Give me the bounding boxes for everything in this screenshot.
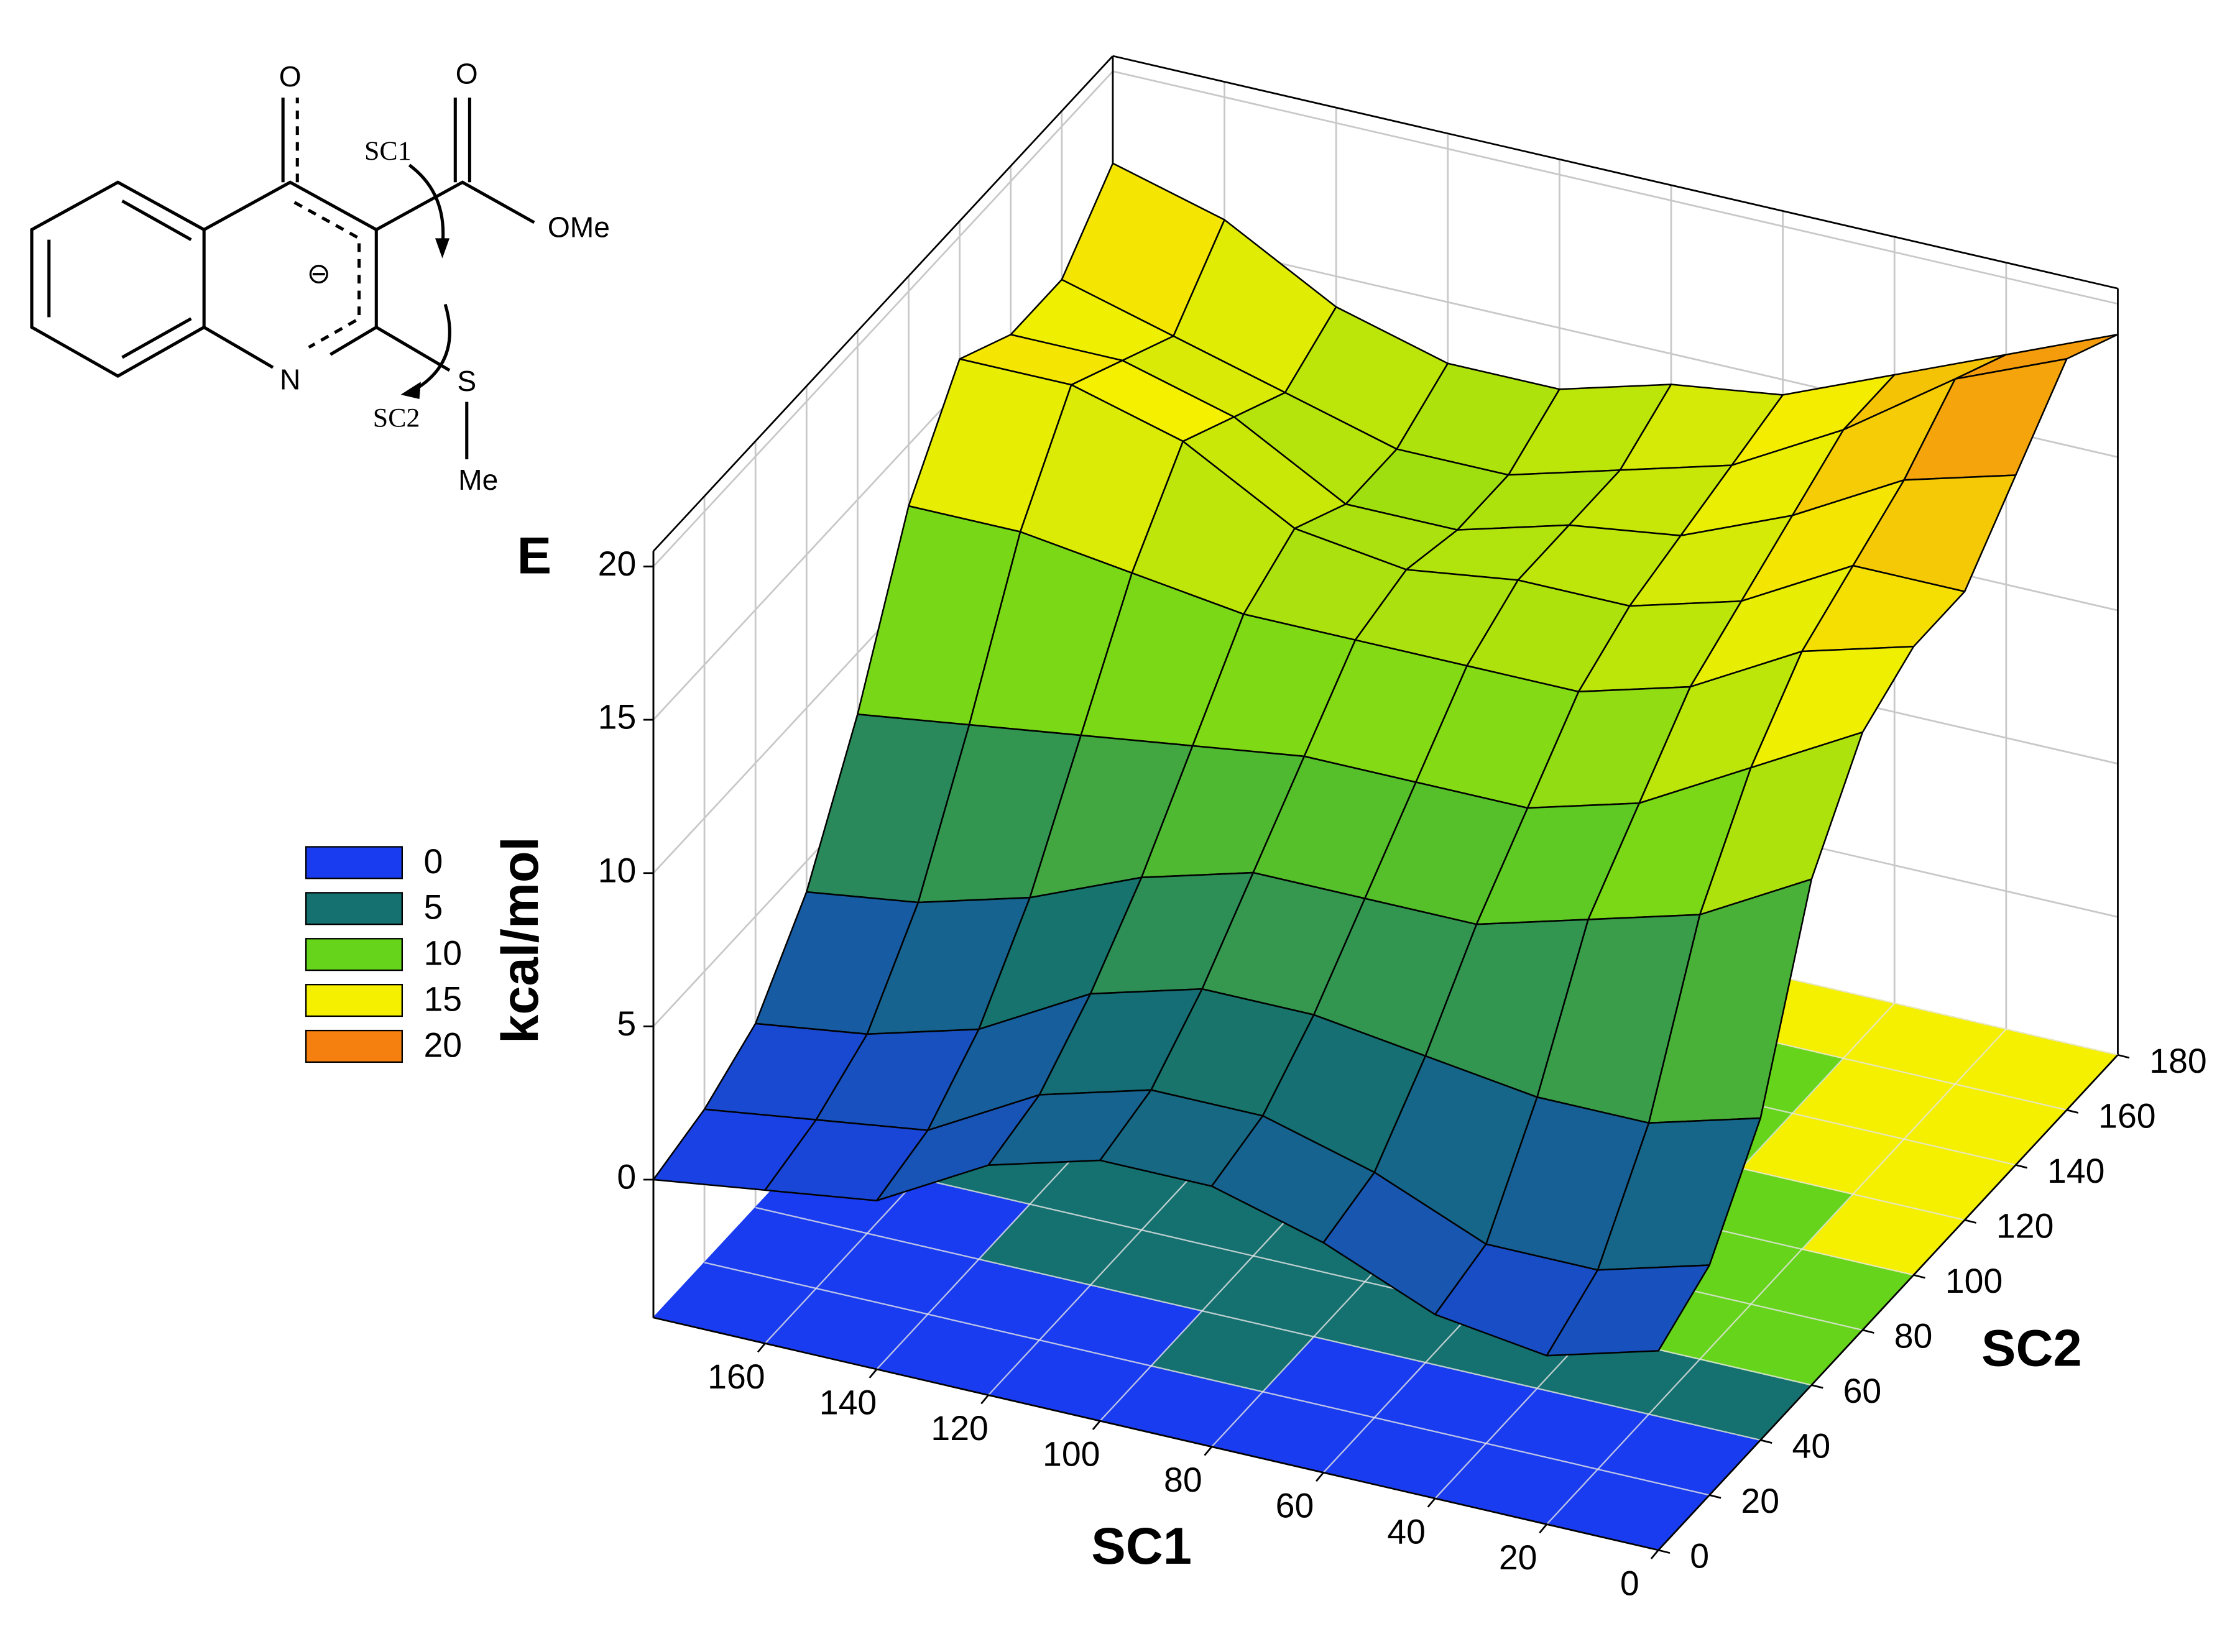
tick-mark — [1204, 1446, 1213, 1456]
rotor-label: SC1 — [364, 136, 412, 166]
tick-mark — [1862, 1329, 1874, 1334]
x-tick-label: 20 — [1499, 1538, 1537, 1577]
tick-mark — [869, 1369, 878, 1379]
x-tick-label: 60 — [1276, 1487, 1314, 1525]
y-tick-label: 20 — [1741, 1482, 1779, 1520]
legend-swatch — [305, 846, 403, 879]
tick-mark — [1811, 1384, 1823, 1389]
tick-mark — [2015, 1164, 2028, 1169]
x-axis-title: SC1 — [1091, 1517, 1192, 1575]
y-tick-label: 120 — [1996, 1206, 2053, 1245]
y-tick-label: 160 — [2098, 1096, 2155, 1135]
floor-grid-line — [1546, 1028, 2007, 1525]
tick-mark — [1650, 1549, 1659, 1559]
x-tick-label: 140 — [819, 1383, 877, 1421]
y-tick-label: 60 — [1843, 1372, 1882, 1410]
x-tick-label: 40 — [1387, 1512, 1426, 1551]
surface-cell — [1546, 1264, 1710, 1357]
grid-line — [652, 70, 1113, 567]
axis-frame — [652, 55, 1113, 552]
atom-label: O — [279, 60, 302, 93]
atom-label: N — [280, 363, 300, 395]
legend-swatch — [305, 1029, 403, 1063]
legend-swatch — [305, 938, 403, 971]
bond — [203, 180, 377, 231]
x-tick-label: 160 — [707, 1357, 765, 1396]
y-tick-label: 40 — [1792, 1426, 1831, 1465]
y-tick-label: 100 — [1945, 1262, 2003, 1300]
rotation-arrow — [408, 163, 445, 247]
tick-mark — [757, 1342, 766, 1353]
legend-label: 15 — [423, 980, 462, 1019]
charge-label: ⊖ — [307, 257, 331, 290]
axis-frame — [1112, 55, 2118, 290]
bond — [376, 180, 535, 231]
tick-mark — [1427, 1498, 1436, 1508]
grid-line — [1112, 70, 2118, 305]
tick-mark — [1092, 1420, 1101, 1430]
arrow-head — [435, 238, 450, 259]
rotor-label: SC2 — [373, 403, 420, 433]
bond — [375, 326, 451, 372]
atom-label: O — [456, 58, 478, 90]
z-tick-label: 10 — [598, 851, 637, 889]
tick-mark — [1964, 1219, 1976, 1224]
floor-grid-line — [704, 1262, 1710, 1496]
chemical-structure: O O OMe N S Me ⊖ SC1 SC2 — [30, 58, 610, 496]
tick-mark — [1913, 1274, 1925, 1279]
tick-mark — [1539, 1523, 1547, 1534]
tick-mark — [1316, 1472, 1324, 1482]
x-tick-label: 80 — [1164, 1461, 1202, 1499]
axis-line — [653, 1316, 1659, 1551]
x-tick-label: 100 — [1043, 1435, 1100, 1474]
plot-area: 0 5 10 15 20 0 20 40 60 80 100 120 140 160 0 20 40 60 80 10… — [598, 55, 2207, 1602]
z-tick-label: 20 — [598, 544, 637, 583]
legend-label: 0 — [423, 842, 443, 881]
axis-line — [1657, 1054, 2119, 1551]
atom-label: Me — [458, 464, 498, 496]
y-tick-label: 180 — [2149, 1042, 2206, 1080]
z-axis-unit: kcal/mol — [491, 837, 549, 1044]
atom-label: S — [457, 365, 476, 397]
x-tick-label: 0 — [1620, 1564, 1639, 1602]
y-tick-label: 80 — [1894, 1316, 1933, 1355]
bond — [203, 326, 274, 369]
tick-mark — [2067, 1109, 2079, 1114]
rotation-arrow — [413, 303, 451, 392]
y-tick-label: 0 — [1690, 1537, 1709, 1576]
arrow-head — [400, 382, 421, 399]
z-tick-label: 15 — [598, 698, 637, 737]
legend-swatch — [305, 892, 403, 925]
bond — [121, 317, 192, 359]
z-tick-label: 5 — [617, 1004, 636, 1043]
delocalized-bond — [293, 201, 361, 349]
tick-mark — [1760, 1439, 1772, 1444]
legend-swatch — [305, 984, 403, 1017]
legend-label: 10 — [423, 934, 462, 973]
x-tick-label: 120 — [931, 1409, 988, 1448]
legend-label: 20 — [423, 1026, 462, 1064]
z-tick-label: 0 — [617, 1158, 636, 1196]
y-tick-label: 140 — [2047, 1152, 2104, 1190]
z-axis-title: E — [517, 527, 551, 585]
floor-grid-line — [755, 1206, 1761, 1441]
tick-mark — [980, 1394, 989, 1405]
tick-mark — [1658, 1549, 1671, 1554]
legend-label: 5 — [423, 888, 443, 927]
bond — [121, 200, 192, 241]
tick-mark — [1709, 1494, 1721, 1499]
tick-mark — [2118, 1053, 2130, 1059]
atom-label: OMe — [548, 211, 610, 244]
y-axis-title: SC2 — [1981, 1319, 2082, 1377]
